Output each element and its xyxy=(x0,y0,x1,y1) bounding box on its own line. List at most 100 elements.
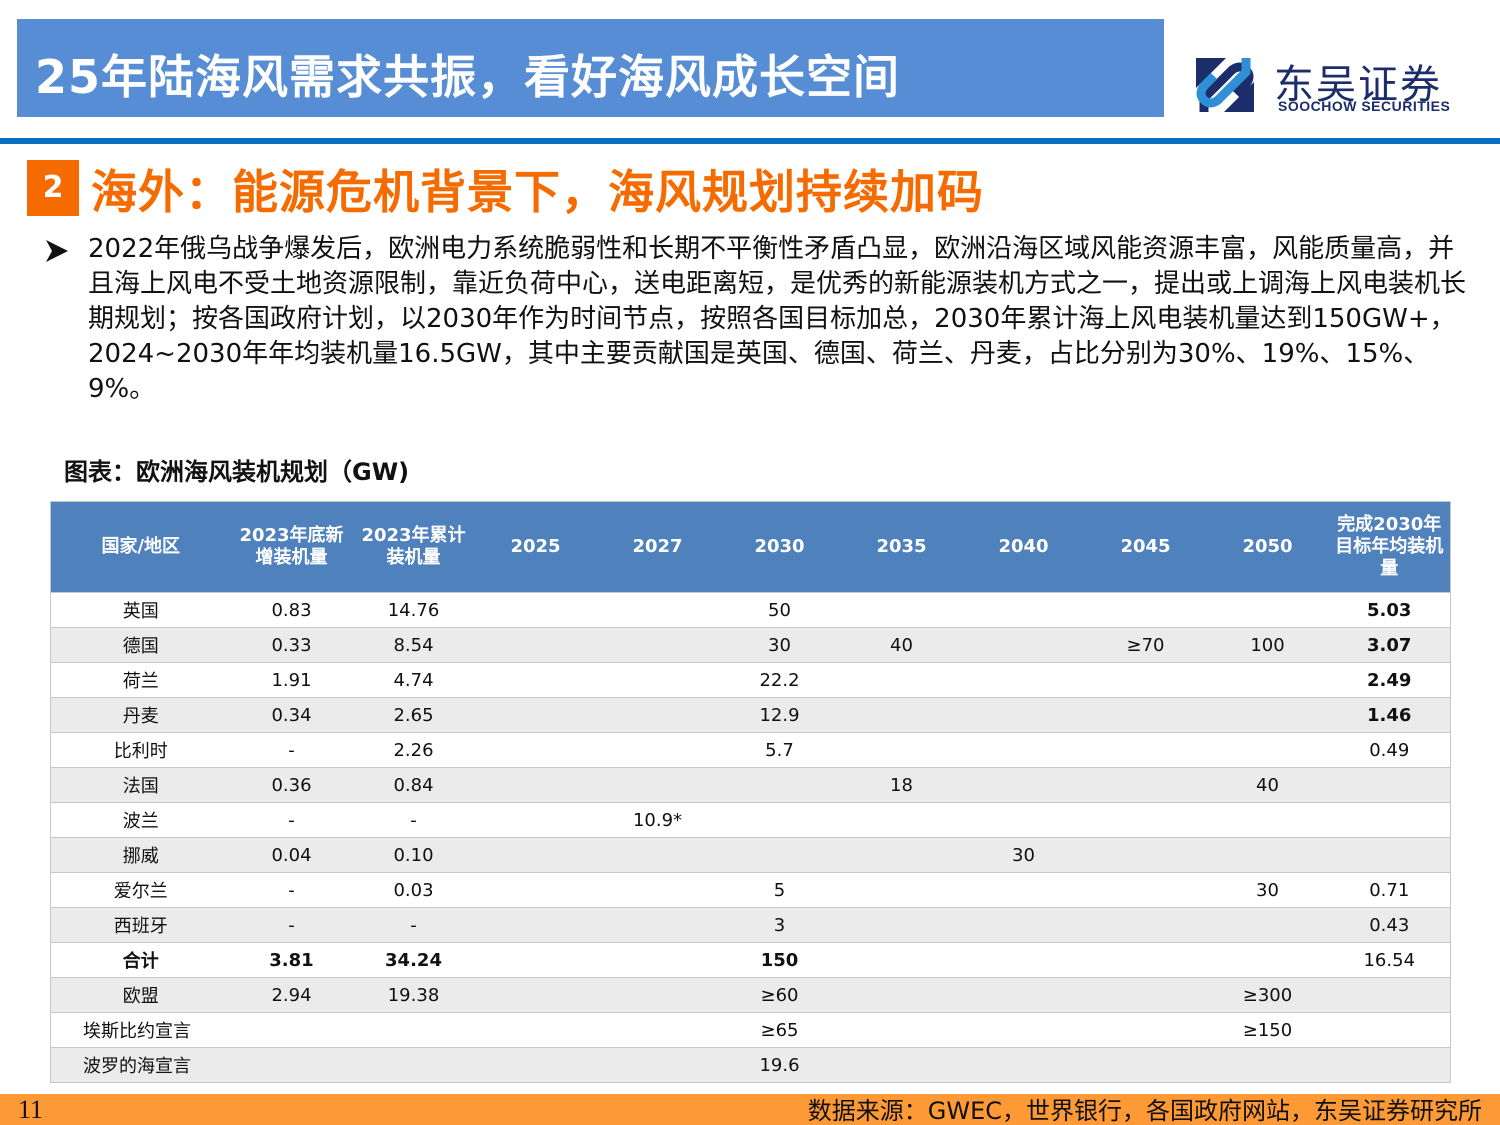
table-cell: 150 xyxy=(718,942,841,978)
table-cell xyxy=(718,767,841,803)
table-cell xyxy=(962,942,1085,978)
table-cell xyxy=(1084,732,1207,768)
table-cell xyxy=(1328,1012,1451,1048)
table-header-row: 国家/地区 2023年底新增装机量 2023年累计装机量 2025 2027 2… xyxy=(50,501,1451,593)
table-cell xyxy=(840,907,963,943)
table-cell: 2.94 xyxy=(230,977,353,1013)
table-cell xyxy=(596,942,719,978)
table-cell xyxy=(1206,1047,1329,1083)
table-cell: ≥65 xyxy=(718,1012,841,1048)
table-cell xyxy=(962,1047,1085,1083)
table-cell xyxy=(1084,1047,1207,1083)
table-cell xyxy=(596,697,719,733)
table-cell: 0.03 xyxy=(352,872,475,908)
table-cell xyxy=(1206,697,1329,733)
table-cell xyxy=(352,1012,475,1048)
table-cell xyxy=(962,732,1085,768)
table-row: 爱尔兰 -0.03 5 30 0.71 xyxy=(50,872,1451,908)
table-cell xyxy=(718,837,841,873)
table-cell: 14.76 xyxy=(352,592,475,628)
table-cell xyxy=(474,907,597,943)
table-cell xyxy=(1084,907,1207,943)
table-cell: 19.6 xyxy=(718,1047,841,1083)
table-cell xyxy=(474,592,597,628)
table-cell xyxy=(352,1047,475,1083)
table-cell xyxy=(840,837,963,873)
table-cell: ≥300 xyxy=(1206,977,1329,1013)
table-cell: 5.03 xyxy=(1328,592,1451,628)
table-row: 英国 0.83 14.76 50 5.03 xyxy=(50,592,1451,628)
page-number: 11 xyxy=(18,1095,44,1124)
table-cell xyxy=(962,592,1085,628)
table-cell xyxy=(840,977,963,1013)
col-header-2050: 2050 xyxy=(1206,501,1329,593)
table-cell: 5.7 xyxy=(718,732,841,768)
table-cell xyxy=(962,802,1085,838)
section-title: 海外：能源危机背景下，海风规划持续加码 xyxy=(91,165,984,219)
table-row: 丹麦 0.34 2.65 12.9 1.46 xyxy=(50,697,1451,733)
table-cell xyxy=(962,907,1085,943)
region-cell: 爱尔兰 xyxy=(50,872,231,908)
table-cell xyxy=(1084,697,1207,733)
region-cell: 荷兰 xyxy=(50,662,231,698)
region-cell: 挪威 xyxy=(50,837,231,873)
table-row: 法国 0.36 0.84 18 40 xyxy=(50,767,1451,803)
header-divider xyxy=(0,138,1500,144)
table-cell: 22.2 xyxy=(718,662,841,698)
soochow-logo-icon xyxy=(1196,58,1254,112)
table-cell xyxy=(474,662,597,698)
col-header-annual-target: 完成2030年目标年均装机量 xyxy=(1328,501,1451,593)
table-cell: 40 xyxy=(840,627,963,663)
table-cell xyxy=(962,1012,1085,1048)
region-cell: 西班牙 xyxy=(50,907,231,943)
table-cell: 2.49 xyxy=(1328,662,1451,698)
region-cell: 德国 xyxy=(50,627,231,663)
col-header-2027: 2027 xyxy=(596,501,719,593)
table-cell xyxy=(474,1012,597,1048)
page-title: 25年陆海风需求共振，看好海风成长空间 xyxy=(35,50,901,104)
table-cell xyxy=(1328,802,1451,838)
col-header-2025: 2025 xyxy=(474,501,597,593)
table-cell: 0.71 xyxy=(1328,872,1451,908)
arrow-bullet-icon xyxy=(46,240,68,262)
table-cell: 0.36 xyxy=(230,767,353,803)
table-cell xyxy=(1084,837,1207,873)
table-cell: 1.91 xyxy=(230,662,353,698)
table-row: 欧盟 2.94 19.38 ≥60 ≥300 xyxy=(50,977,1451,1013)
table-row: 荷兰 1.91 4.74 22.2 2.49 xyxy=(50,662,1451,698)
table-row: 挪威 0.04 0.10 30 xyxy=(50,837,1451,873)
table-cell xyxy=(840,697,963,733)
table-cell xyxy=(840,872,963,908)
table-cell: ≥150 xyxy=(1206,1012,1329,1048)
table-cell xyxy=(840,802,963,838)
table-cell xyxy=(230,1012,353,1048)
table-cell xyxy=(962,627,1085,663)
col-header-2023-cumulative: 2023年累计装机量 xyxy=(352,501,475,593)
table-cell: - xyxy=(352,907,475,943)
table-cell xyxy=(474,627,597,663)
table-cell: 0.83 xyxy=(230,592,353,628)
table-row: 比利时 -2.26 5.7 0.49 xyxy=(50,732,1451,768)
table-cell: 0.84 xyxy=(352,767,475,803)
table-cell xyxy=(596,1012,719,1048)
table-cell: 2.65 xyxy=(352,697,475,733)
table-body: 英国 0.83 14.76 50 5.03 德国 0.33 8.54 30 40 ≥70 100 3.0… xyxy=(50,592,1451,1083)
table-cell xyxy=(1084,977,1207,1013)
table-cell xyxy=(962,872,1085,908)
region-cell: 英国 xyxy=(50,592,231,628)
table-cell xyxy=(596,767,719,803)
table-cell: 4.74 xyxy=(352,662,475,698)
table-cell xyxy=(596,837,719,873)
table-cell xyxy=(1206,837,1329,873)
table-cell xyxy=(840,1012,963,1048)
bullet-text: 2022年俄乌战争爆发后，欧洲电力系统脆弱性和长期不平衡性矛盾凸显，欧洲沿海区域… xyxy=(88,234,1467,404)
table-cell xyxy=(474,767,597,803)
col-header-region: 国家/地区 xyxy=(50,501,231,593)
table-cell xyxy=(596,627,719,663)
table-cell: 19.38 xyxy=(352,977,475,1013)
col-header-2035: 2035 xyxy=(840,501,963,593)
table-cell: 34.24 xyxy=(352,942,475,978)
table-cell: 3.81 xyxy=(230,942,353,978)
col-header-2045: 2045 xyxy=(1084,501,1207,593)
col-header-2030: 2030 xyxy=(718,501,841,593)
